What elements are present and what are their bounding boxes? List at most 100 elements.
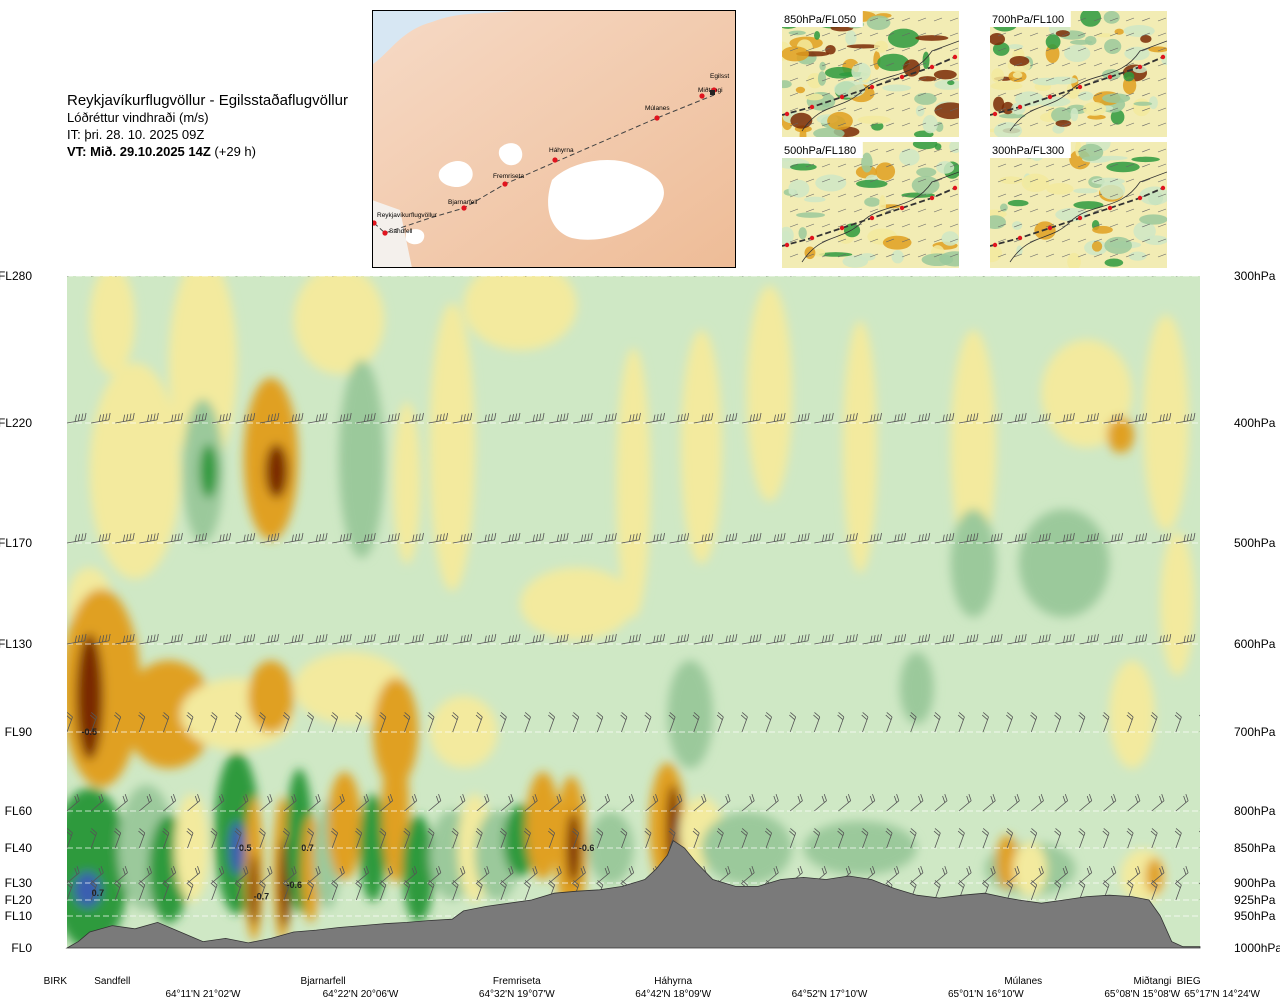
wind-barb-flag [466, 634, 469, 642]
wind-barb-flag [900, 533, 903, 541]
wind-barb-flag [638, 532, 641, 540]
wind-barb-flag [74, 635, 77, 643]
wind-barb-flag [74, 534, 77, 542]
inset-barb [997, 107, 1007, 112]
wind-barb-flag [322, 413, 325, 421]
inset-barb [1029, 193, 1039, 198]
wind-barb-flag [91, 712, 97, 718]
wind-barb-flag [880, 266, 881, 273]
wind-barb-flag [1064, 865, 1068, 873]
inset-field-blob [993, 96, 1005, 112]
wind-barb-flag [415, 414, 418, 422]
wind-barb-flag [1161, 793, 1165, 801]
wind-barb-flag [1096, 532, 1099, 540]
wind-barb-flag [807, 633, 810, 641]
wind-barb-flag [668, 714, 675, 720]
wind-barb-flag [727, 865, 731, 873]
wind-barb-flag [897, 414, 900, 422]
wind-barb-flag [945, 534, 948, 542]
wind-barb-flag [524, 880, 531, 886]
wind-barb-flag [1045, 634, 1048, 642]
wind-barb-flag [150, 534, 153, 542]
wind-barb-flag [804, 533, 807, 541]
inset-route-point [992, 111, 998, 117]
wind-barb-flag [524, 828, 531, 834]
wind-barb-flag [829, 267, 830, 274]
inset-barb [1077, 178, 1087, 183]
inset-barb [789, 32, 799, 37]
wind-barb-flag [924, 413, 927, 421]
inset-barb [869, 122, 879, 127]
wind-barb-flag [539, 634, 542, 642]
wind-barb-flag [460, 635, 463, 643]
wind-barb-flag [1150, 882, 1157, 888]
inset-barb [1109, 163, 1119, 168]
right-tick-label: 800hPa [1234, 804, 1276, 818]
wind-barb-flag [346, 533, 349, 541]
wind-barb-flag [475, 882, 482, 888]
wind-barb-flag [584, 635, 587, 643]
value-label: 0.7 [301, 843, 314, 853]
waypoint-label: Sandfell [94, 976, 130, 987]
wind-barb-flag [1117, 533, 1120, 541]
waypoint-label: Múlanes [1004, 976, 1042, 987]
wind-barb-flag [339, 867, 343, 875]
inset-barb [853, 32, 863, 37]
wind-barb-flag [873, 414, 876, 422]
inset-barb [821, 178, 831, 183]
wind-barb-flag [1048, 412, 1051, 420]
wind-barb-flag [178, 267, 179, 274]
wind-barb-flag [532, 795, 536, 803]
wind-barb-flag [825, 635, 828, 643]
wind-barb-flag [105, 413, 108, 421]
wind-barb-flag [701, 795, 705, 803]
wind-barb-flag [91, 828, 97, 834]
inset-field-blob [819, 61, 826, 71]
inset-barb [1157, 92, 1167, 97]
wind-barb-flag [129, 634, 132, 642]
wind-barb-flag [789, 714, 795, 720]
inset-barb [837, 178, 847, 183]
wind-barb-flag [442, 413, 445, 421]
inset-barb [901, 208, 911, 213]
inset-barb [821, 208, 831, 213]
wind-barb-flag [934, 712, 941, 718]
inset-barb [933, 77, 943, 82]
wind-barb-flag [897, 534, 900, 542]
wind-barb-flag [84, 633, 87, 641]
wind-barb-flag [415, 534, 418, 542]
wind-barb-flag [470, 532, 473, 540]
wind-barb-flag [869, 795, 873, 803]
wind-barb-flag [341, 793, 345, 801]
wind-barb-flag [855, 532, 858, 540]
wind-barb-flag [680, 414, 683, 422]
wind-barb-flag [680, 635, 683, 643]
wind-barb-flag [606, 865, 610, 873]
wind-barb-flag [67, 831, 72, 836]
wind-barb-flag [845, 795, 849, 803]
wind-barb-flag [556, 414, 559, 422]
wind-barb-flag [467, 267, 468, 274]
wind-barb-flag [138, 830, 145, 836]
inset-barb [1157, 47, 1167, 52]
wind-barb-flag [1112, 268, 1113, 275]
wind-barb-flag [394, 634, 397, 642]
wind-barb-flag [606, 793, 610, 801]
value-label: -0.6 [579, 843, 595, 853]
wind-barb-flag [234, 830, 241, 836]
wind-barb-flag [133, 266, 134, 273]
inset-barb [933, 107, 943, 112]
wind-barb-flag [211, 880, 218, 886]
wind-barb-flag [631, 865, 635, 873]
wind-barb-flag [99, 268, 100, 275]
wind-barb-flag [153, 533, 156, 541]
wind-barb-flag [339, 534, 343, 542]
wind-barb-flag [990, 795, 994, 803]
wind-barb-flag [451, 882, 458, 888]
wind-barb-flag [350, 266, 351, 273]
wind-barb-flag [397, 532, 400, 540]
wind-barb-flag [512, 267, 513, 274]
inset-barb [1077, 32, 1087, 37]
wind-barb-flag [831, 532, 834, 540]
inset-barb [805, 253, 815, 258]
